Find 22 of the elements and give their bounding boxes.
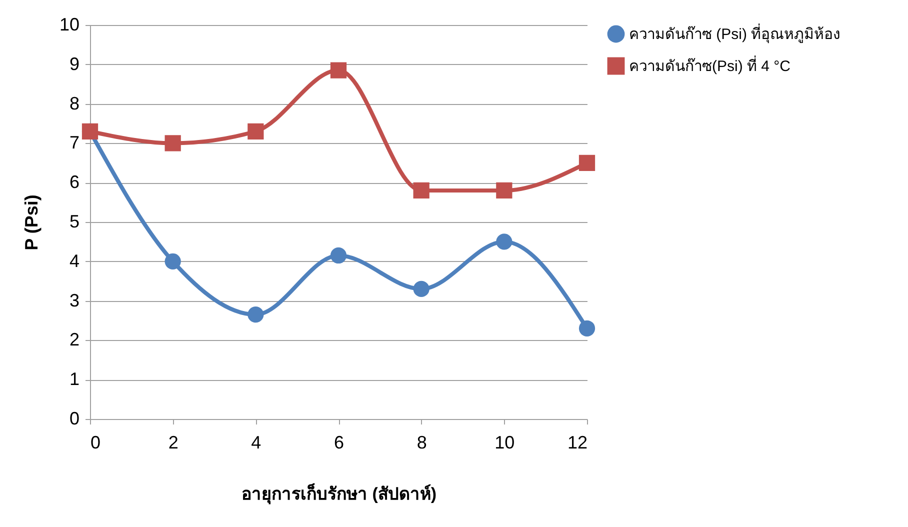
x-axis-title: อายุการเก็บรักษา (สัปดาห์) (241, 482, 437, 504)
x-tick-label: 4 (251, 432, 262, 452)
y-tick-label: 1 (69, 369, 80, 390)
x-tick-label: 12 (567, 432, 588, 452)
y-tick-label: 2 (69, 330, 80, 350)
x-tick-label: 8 (416, 432, 427, 452)
y-tick-label: 0 (69, 408, 80, 428)
x-tick-label: 2 (168, 432, 178, 452)
y-tick-label: 3 (69, 290, 80, 310)
legend-label: ความดันก๊าซ (Psi) ที่อุณหภูมิห้อง (629, 23, 840, 44)
x-tick-label: 10 (494, 432, 515, 452)
y-tick-label: 8 (69, 93, 80, 114)
y-tick-label: 4 (69, 250, 80, 271)
y-tick-label: 7 (69, 132, 80, 153)
y-tick-label: 10 (59, 14, 80, 34)
x-tick-label: 0 (90, 432, 101, 452)
legend-label: ความดันก๊าซ(Psi) ที่ 4 °C (629, 55, 791, 75)
y-tick-label: 5 (69, 212, 80, 232)
y-tick-label: 9 (69, 54, 80, 74)
x-tick-label: 6 (334, 432, 344, 452)
y-tick-label: 6 (69, 172, 80, 192)
y-axis-title: P (Psi) (21, 194, 42, 250)
